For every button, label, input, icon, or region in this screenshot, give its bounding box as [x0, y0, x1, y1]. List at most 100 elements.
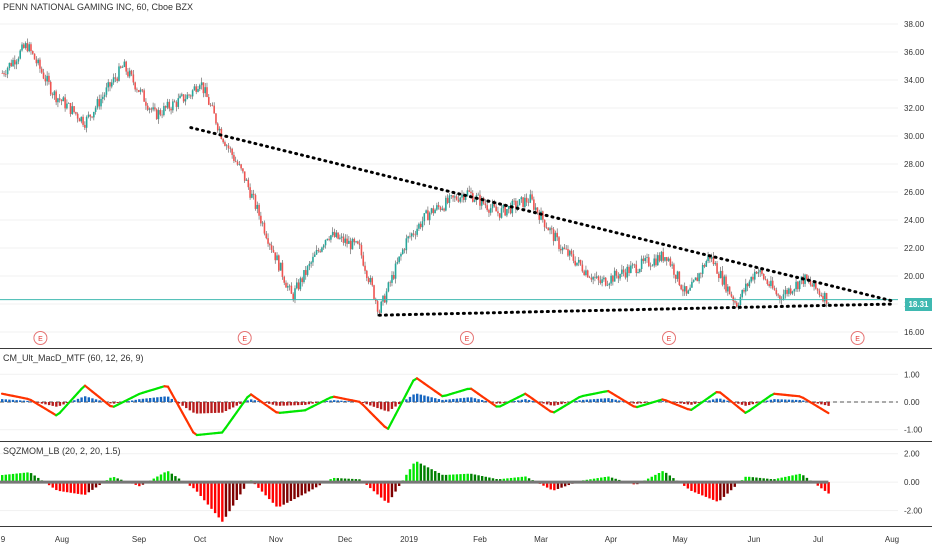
macd-histogram-bar [210, 402, 212, 413]
squeeze-histogram-bar [409, 469, 411, 482]
macd-histogram-bar [485, 401, 487, 402]
candle-body [30, 44, 32, 51]
candle-body [569, 251, 571, 256]
macd-histogram-bar [614, 400, 616, 402]
candle-body [115, 77, 117, 78]
macd-histogram-bar [690, 402, 692, 405]
candle-body [159, 110, 161, 115]
macd-line-segment [182, 413, 186, 420]
candle-body [434, 210, 436, 213]
candle-body [384, 296, 386, 303]
macd-histogram-bar [604, 398, 606, 402]
candle-body [576, 263, 578, 266]
macd-histogram-bar [777, 399, 779, 402]
macd-histogram-bar [26, 401, 28, 402]
macd-histogram-bar [802, 401, 804, 402]
squeeze-histogram-bar [167, 471, 169, 482]
candle-body [201, 82, 203, 85]
panel-separator[interactable] [0, 441, 932, 442]
candle-body [118, 66, 120, 80]
candle-body [758, 272, 760, 273]
macd-histogram-bar [77, 399, 79, 402]
candle-body [344, 239, 346, 243]
earnings-marker-label: E [667, 336, 672, 343]
candle-body [247, 180, 249, 187]
candle-body [285, 283, 287, 288]
candle-body [420, 224, 422, 227]
candle-body [246, 180, 248, 181]
trendline [379, 304, 893, 315]
squeeze-histogram-bar [430, 469, 432, 482]
candle-body [343, 237, 345, 243]
candle-body [109, 82, 111, 86]
candle-body [301, 278, 303, 282]
macd-histogram-bar [618, 400, 620, 402]
candle-body [768, 284, 770, 286]
panel-separator [0, 526, 932, 527]
squeeze-histogram-bar [88, 482, 90, 492]
macd-histogram-bar [73, 400, 75, 402]
macd-histogram-bar [463, 398, 465, 402]
squeeze-histogram-bar [301, 482, 303, 495]
macd-histogram-bar [643, 402, 645, 403]
candle-body [61, 100, 63, 101]
candle-body [386, 291, 388, 302]
x-axis-tick-label: Aug [885, 535, 899, 544]
x-axis-tick-label: Jun [748, 535, 761, 544]
x-axis-tick-label: 9 [1, 535, 6, 544]
candle-body [120, 66, 122, 67]
candle-body [298, 282, 300, 289]
candle-body [519, 199, 521, 205]
macd-histogram-bar [171, 399, 173, 402]
candle-body [251, 194, 253, 198]
macd-histogram-bar [578, 400, 580, 402]
macd-histogram-bar [679, 402, 681, 403]
candle-body [761, 270, 763, 274]
candle-body [224, 142, 226, 146]
candle-body [727, 287, 729, 292]
candle-body [529, 194, 531, 202]
candle-body [163, 106, 165, 115]
candle-body [440, 207, 442, 210]
candle-body [287, 286, 289, 287]
macd-histogram-bar [19, 400, 21, 402]
candle-body [819, 291, 821, 295]
candle-body [562, 248, 564, 251]
macd-histogram-bar [131, 400, 133, 402]
price-chart-title: PENN NATIONAL GAMING INC, 60, Cboe BZX [3, 2, 193, 12]
candle-body [664, 257, 666, 261]
macd-histogram-bar [542, 402, 544, 404]
macd-histogram-bar [384, 402, 386, 411]
squeeze-histogram-bar [297, 482, 299, 497]
squeeze-histogram-bar [380, 482, 382, 497]
macd-indicator-title: CM_Ult_MacD_MTF (60, 12, 26, 9) [3, 353, 144, 363]
macd-histogram-bar [272, 402, 274, 405]
x-axis-tick-label: 2019 [400, 535, 418, 544]
macd-histogram-bar [820, 402, 822, 404]
candle-body [533, 199, 535, 209]
macd-histogram-bar [503, 402, 505, 403]
panel-separator[interactable] [0, 348, 932, 349]
candle-body [653, 259, 655, 266]
squeeze-histogram-bar [77, 482, 79, 494]
macd-histogram-bar [633, 402, 635, 404]
candle-body [675, 275, 677, 279]
candle-body [546, 227, 548, 228]
macd-line-segment [825, 411, 829, 413]
candle-body [16, 61, 18, 64]
squeeze-histogram-bar [203, 482, 205, 500]
x-axis-tick-label: Nov [269, 535, 283, 544]
candle-body [368, 278, 370, 282]
candle-body [793, 289, 795, 291]
macd-histogram-bar [91, 398, 93, 402]
macd-histogram-bar [127, 401, 129, 402]
candle-body [740, 297, 742, 305]
macd-histogram-bar [741, 402, 743, 405]
candle-body [97, 99, 99, 108]
candle-body [325, 240, 327, 245]
squeeze-histogram-bar [423, 465, 425, 482]
macd-histogram-bar [5, 399, 7, 402]
candle-body [790, 288, 792, 293]
